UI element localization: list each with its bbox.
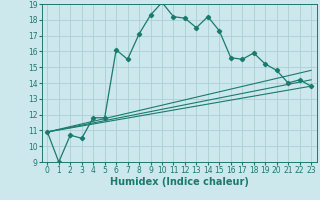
X-axis label: Humidex (Indice chaleur): Humidex (Indice chaleur) bbox=[110, 177, 249, 187]
